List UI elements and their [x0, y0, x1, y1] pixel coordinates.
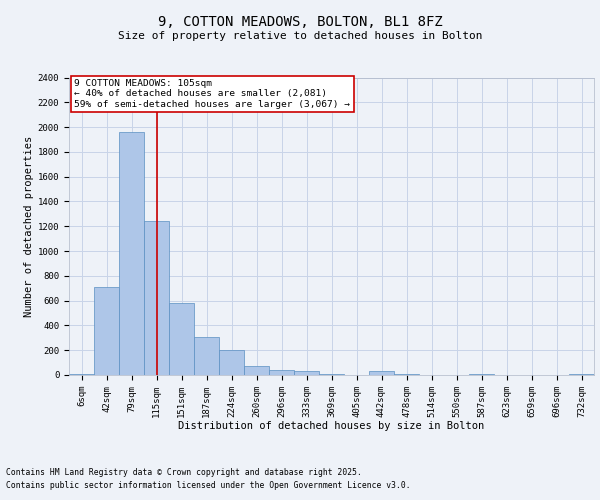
Bar	[244, 366, 269, 375]
Bar	[394, 374, 419, 375]
Bar	[469, 374, 494, 375]
Bar	[94, 287, 119, 375]
Bar	[319, 374, 344, 375]
Text: Size of property relative to detached houses in Bolton: Size of property relative to detached ho…	[118, 31, 482, 41]
X-axis label: Distribution of detached houses by size in Bolton: Distribution of detached houses by size …	[178, 421, 485, 431]
Bar	[569, 374, 594, 375]
Text: Contains public sector information licensed under the Open Government Licence v3: Contains public sector information licen…	[6, 482, 410, 490]
Bar	[369, 372, 394, 375]
Text: Contains HM Land Registry data © Crown copyright and database right 2025.: Contains HM Land Registry data © Crown c…	[6, 468, 362, 477]
Text: 9 COTTON MEADOWS: 105sqm
← 40% of detached houses are smaller (2,081)
59% of sem: 9 COTTON MEADOWS: 105sqm ← 40% of detach…	[74, 79, 350, 109]
Bar	[269, 370, 294, 375]
Bar	[294, 372, 319, 375]
Bar	[219, 350, 244, 375]
Bar	[69, 374, 94, 375]
Y-axis label: Number of detached properties: Number of detached properties	[23, 136, 34, 317]
Bar	[194, 337, 219, 375]
Bar	[119, 132, 144, 375]
Text: 9, COTTON MEADOWS, BOLTON, BL1 8FZ: 9, COTTON MEADOWS, BOLTON, BL1 8FZ	[158, 16, 442, 30]
Bar	[169, 303, 194, 375]
Bar	[144, 222, 169, 375]
